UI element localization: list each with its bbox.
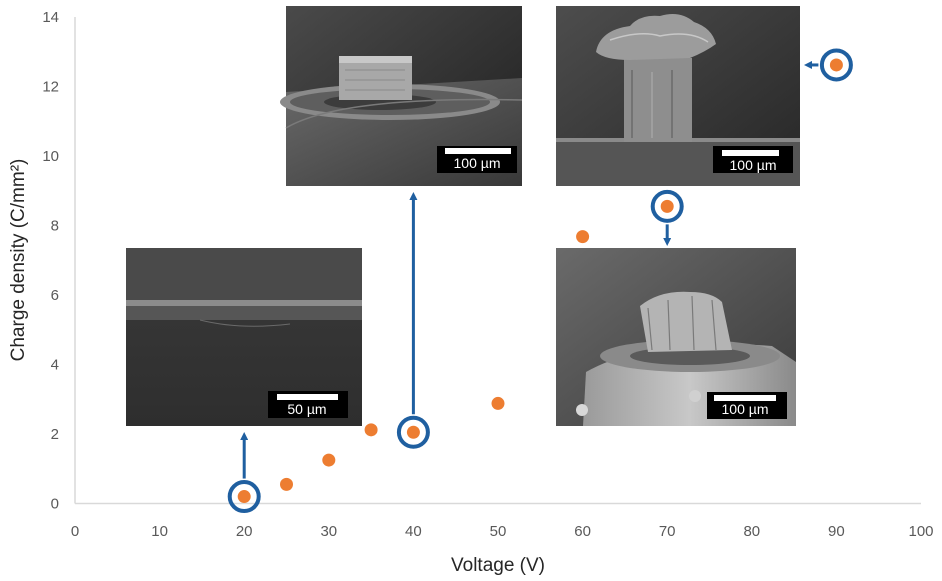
scale-bar-70v: 100 µm [722, 401, 769, 417]
x-tick-label: 0 [71, 523, 79, 540]
y-tick-label: 6 [51, 287, 59, 304]
inset-arrows [240, 60, 819, 479]
highlight-ring [396, 415, 430, 449]
x-tick-label: 70 [659, 523, 676, 540]
highlight-ring [227, 480, 261, 514]
y-tick-label: 4 [51, 357, 59, 374]
x-tick-label: 50 [490, 523, 507, 540]
data-point [491, 396, 505, 410]
data-point [322, 453, 336, 467]
y-tick-label: 0 [51, 496, 59, 513]
inset-90v: 100 µm [556, 6, 800, 186]
highlight-rings [227, 48, 853, 514]
inset-40v: 100 µm [280, 6, 523, 186]
highlight-ring [819, 48, 853, 82]
x-tick-labels: 0 10 20 30 40 50 60 70 80 90 100 [71, 523, 934, 540]
inset-20v: 50 µm [126, 248, 362, 426]
y-axis-title: Charge density (C/mm²) [8, 159, 29, 362]
data-point [237, 490, 251, 504]
x-tick-label: 30 [320, 523, 337, 540]
y-tick-label: 10 [42, 148, 59, 165]
highlight-ring [650, 189, 684, 223]
x-tick-label: 100 [908, 523, 933, 540]
y-tick-label: 14 [42, 9, 59, 26]
x-tick-label: 80 [743, 523, 760, 540]
y-tick-labels: 0 2 4 6 8 10 12 14 [42, 9, 59, 513]
y-tick-label: 12 [42, 79, 59, 96]
data-point [406, 425, 420, 439]
x-tick-label: 90 [828, 523, 845, 540]
data-point [829, 58, 843, 72]
x-tick-label: 10 [151, 523, 168, 540]
scale-bar-40v: 100 µm [454, 155, 501, 171]
x-tick-label: 60 [574, 523, 591, 540]
x-axis-title: Voltage (V) [451, 555, 545, 576]
inset-70v: 100 µm [556, 248, 796, 426]
data-point [280, 477, 293, 491]
x-tick-label: 40 [405, 523, 422, 540]
y-tick-label: 2 [51, 426, 59, 443]
data-point [576, 230, 590, 244]
data-points [237, 58, 843, 504]
y-tick-label: 8 [51, 218, 59, 235]
scale-bar-20v: 50 µm [287, 401, 326, 417]
x-tick-label: 20 [236, 523, 253, 540]
data-point [364, 423, 378, 437]
data-point [660, 199, 674, 213]
scale-bar-90v: 100 µm [730, 157, 777, 173]
